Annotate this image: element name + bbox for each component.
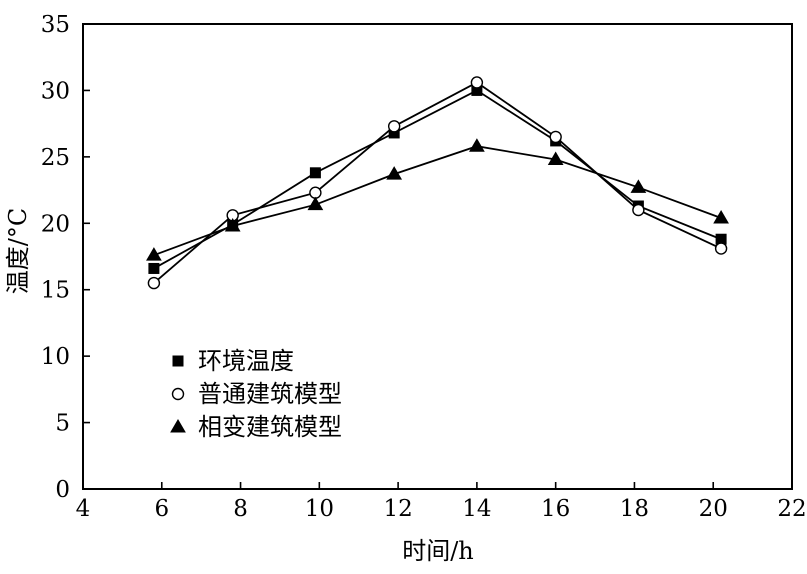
series-markers bbox=[146, 76, 729, 290]
legend-label-3: 相变建筑模型 bbox=[198, 413, 342, 441]
y-axis-title: 温度/°C bbox=[4, 208, 32, 294]
series-3-point bbox=[224, 217, 241, 232]
series-2-point bbox=[147, 276, 161, 290]
series-1-point bbox=[309, 167, 321, 179]
series-2-point bbox=[470, 76, 484, 89]
series-2-point bbox=[549, 130, 562, 144]
y-tick-label: 20 bbox=[41, 211, 70, 237]
series-1-point bbox=[148, 262, 160, 274]
y-tick-label: 30 bbox=[41, 78, 70, 104]
y-tick-label: 10 bbox=[41, 344, 70, 370]
legend-marker-3 bbox=[170, 419, 186, 433]
series-3-point bbox=[469, 138, 485, 152]
x-tick-label: 6 bbox=[154, 496, 169, 522]
series-line-1 bbox=[153, 89, 722, 270]
series-2-point bbox=[632, 203, 645, 217]
x-tick-label: 18 bbox=[620, 496, 649, 522]
x-tick-label: 4 bbox=[76, 496, 91, 522]
plot-frame bbox=[82, 23, 793, 490]
y-tick-label: 15 bbox=[41, 278, 70, 304]
y-tick-label: 5 bbox=[55, 411, 70, 437]
series-3-point bbox=[630, 179, 647, 193]
x-tick-label: 10 bbox=[305, 496, 334, 522]
legend-label-2: 普通建筑模型 bbox=[198, 380, 342, 408]
series-3-point bbox=[307, 196, 324, 211]
legend-marker-1 bbox=[172, 355, 184, 367]
series-line-3 bbox=[153, 145, 722, 257]
series-3-point bbox=[713, 209, 729, 224]
series-2-point bbox=[714, 242, 728, 255]
y-tick-label: 35 bbox=[41, 12, 70, 38]
x-tick-label: 12 bbox=[383, 496, 412, 522]
series-lines bbox=[153, 81, 722, 284]
series-line-2 bbox=[153, 81, 722, 284]
x-tick-label: 22 bbox=[777, 496, 806, 522]
series-3-point bbox=[547, 151, 564, 166]
x-tick-label: 8 bbox=[233, 496, 248, 522]
x-axis-title: 时间/h bbox=[402, 537, 474, 565]
x-tick-label: 14 bbox=[462, 496, 491, 522]
series-2-point bbox=[309, 186, 322, 199]
legend-label-1: 环境温度 bbox=[198, 347, 294, 375]
series-3-point bbox=[386, 166, 403, 180]
x-tick-label: 16 bbox=[541, 496, 570, 522]
x-tick-label: 20 bbox=[699, 496, 728, 522]
series-2-point bbox=[387, 120, 401, 133]
y-tick-label: 0 bbox=[55, 477, 70, 503]
y-tick-label: 25 bbox=[41, 145, 70, 171]
legend-marker-2 bbox=[171, 387, 185, 401]
axes-layer: 4 6 8 10 12 14 16 18 20 22 0 5 10 15 20 25 30 35 bbox=[41, 12, 807, 522]
series-3-point bbox=[146, 247, 162, 261]
